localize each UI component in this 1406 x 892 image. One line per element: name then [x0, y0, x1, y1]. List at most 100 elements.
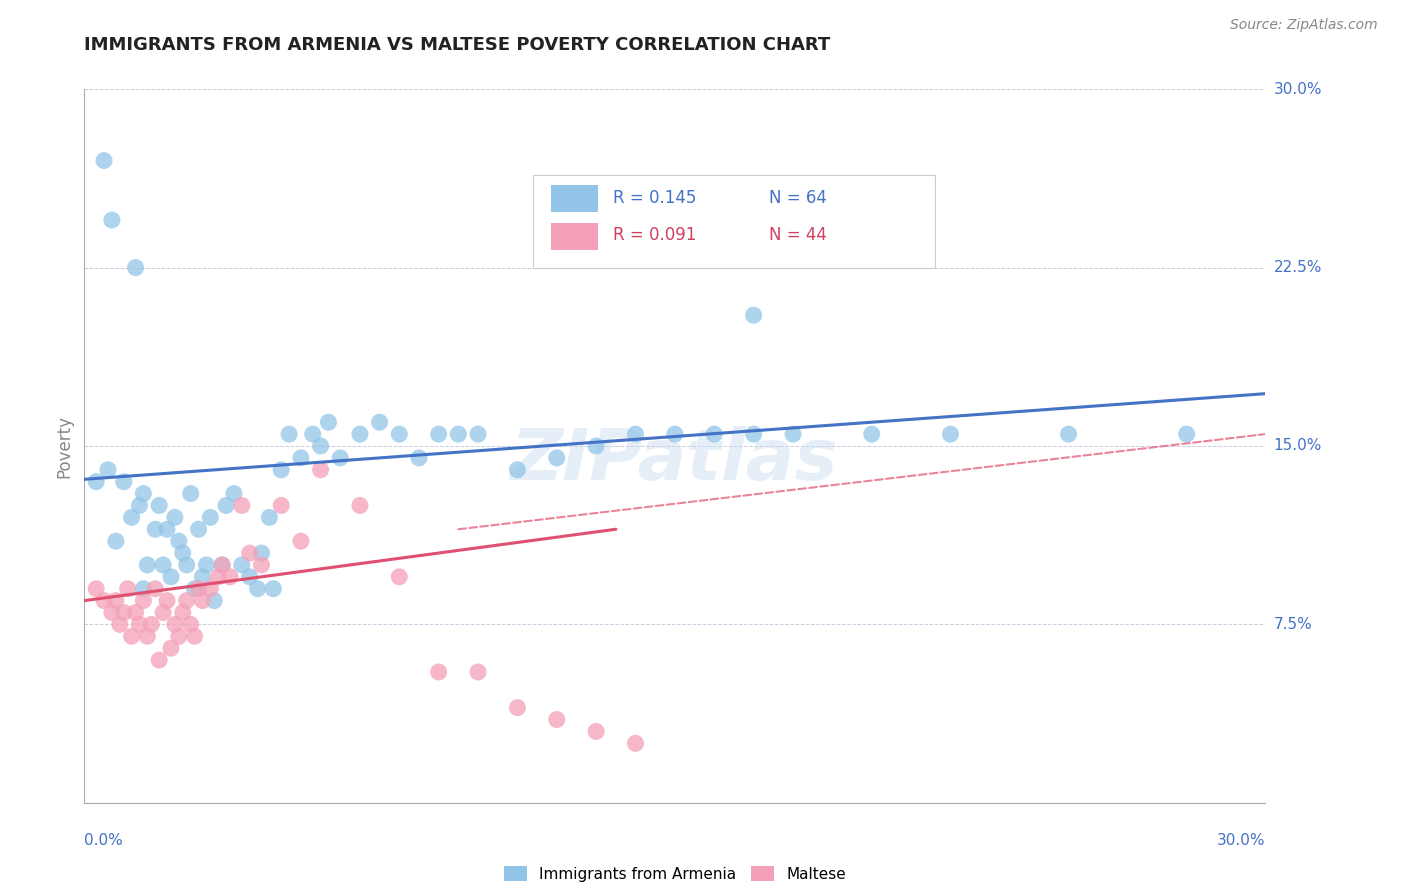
Point	[124, 606, 146, 620]
Point	[97, 463, 120, 477]
Point	[187, 582, 209, 596]
Point	[388, 570, 411, 584]
Point	[143, 522, 166, 536]
Text: R = 0.145: R = 0.145	[613, 189, 697, 207]
Point	[219, 570, 242, 584]
Point	[301, 427, 323, 442]
Point	[388, 427, 411, 442]
Point	[195, 558, 218, 572]
Point	[1175, 427, 1198, 442]
Point	[200, 582, 222, 596]
Point	[270, 499, 292, 513]
Text: 30.0%: 30.0%	[1218, 833, 1265, 848]
Point	[318, 415, 340, 429]
Point	[211, 558, 233, 572]
Legend: Immigrants from Armenia, Maltese: Immigrants from Armenia, Maltese	[498, 860, 852, 888]
Point	[447, 427, 470, 442]
Point	[207, 570, 229, 584]
Point	[259, 510, 281, 524]
Point	[124, 260, 146, 275]
Point	[506, 700, 529, 714]
Point	[191, 593, 214, 607]
Point	[309, 463, 332, 477]
Point	[290, 534, 312, 549]
Point	[664, 427, 686, 442]
Point	[742, 427, 765, 442]
Point	[108, 617, 131, 632]
Point	[104, 593, 127, 607]
Point	[132, 582, 155, 596]
Point	[101, 213, 124, 227]
Point	[104, 534, 127, 549]
Point	[132, 593, 155, 607]
Point	[329, 450, 352, 465]
Point	[148, 653, 170, 667]
Point	[191, 570, 214, 584]
Point	[246, 582, 269, 596]
Point	[136, 558, 159, 572]
Point	[180, 486, 202, 500]
Point	[132, 486, 155, 500]
Point	[270, 463, 292, 477]
Point	[167, 534, 190, 549]
Point	[290, 450, 312, 465]
FancyBboxPatch shape	[533, 175, 935, 268]
Point	[143, 582, 166, 596]
FancyBboxPatch shape	[551, 185, 598, 212]
Point	[215, 499, 238, 513]
Text: R = 0.091: R = 0.091	[613, 227, 697, 244]
Point	[93, 593, 115, 607]
Point	[136, 629, 159, 643]
Text: N = 64: N = 64	[769, 189, 827, 207]
Text: ZIPatlas: ZIPatlas	[512, 425, 838, 495]
Y-axis label: Poverty: Poverty	[55, 415, 73, 477]
Point	[202, 593, 225, 607]
Point	[112, 475, 135, 489]
Point	[176, 558, 198, 572]
Text: Source: ZipAtlas.com: Source: ZipAtlas.com	[1230, 18, 1378, 32]
Point	[93, 153, 115, 168]
Point	[183, 629, 205, 643]
Point	[860, 427, 883, 442]
Point	[176, 593, 198, 607]
Point	[585, 724, 607, 739]
Point	[148, 499, 170, 513]
Point	[1057, 427, 1080, 442]
Point	[128, 617, 150, 632]
Point	[262, 582, 284, 596]
Point	[121, 510, 143, 524]
Text: IMMIGRANTS FROM ARMENIA VS MALTESE POVERTY CORRELATION CHART: IMMIGRANTS FROM ARMENIA VS MALTESE POVER…	[84, 36, 831, 54]
Point	[200, 510, 222, 524]
Point	[703, 427, 725, 442]
Point	[368, 415, 391, 429]
Point	[239, 546, 262, 560]
Point	[506, 463, 529, 477]
Point	[742, 308, 765, 322]
Point	[160, 641, 183, 656]
Point	[939, 427, 962, 442]
Point	[84, 582, 107, 596]
Point	[211, 558, 233, 572]
Point	[546, 450, 568, 465]
Point	[624, 736, 647, 750]
Point	[231, 558, 253, 572]
Point	[128, 499, 150, 513]
Point	[467, 427, 489, 442]
Point	[180, 617, 202, 632]
Point	[141, 617, 163, 632]
Point	[84, 475, 107, 489]
Point	[624, 427, 647, 442]
Text: 15.0%: 15.0%	[1274, 439, 1322, 453]
Point	[101, 606, 124, 620]
Point	[183, 582, 205, 596]
Point	[250, 546, 273, 560]
Text: 0.0%: 0.0%	[84, 833, 124, 848]
Point	[427, 665, 450, 679]
Point	[782, 427, 804, 442]
Point	[309, 439, 332, 453]
Point	[250, 558, 273, 572]
Point	[546, 713, 568, 727]
Point	[121, 629, 143, 643]
Point	[156, 522, 179, 536]
Point	[112, 606, 135, 620]
